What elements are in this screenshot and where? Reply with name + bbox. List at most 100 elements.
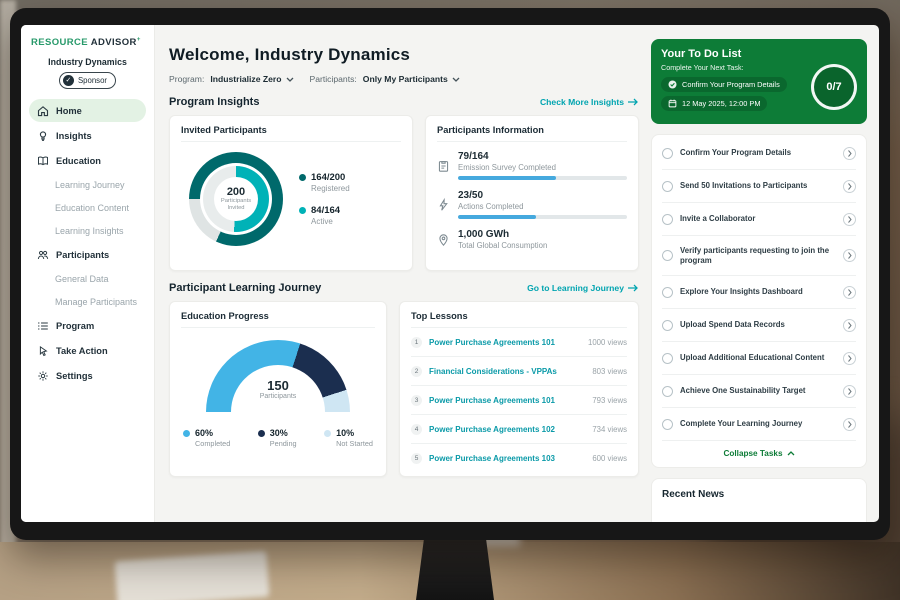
- task-checkbox[interactable]: [662, 213, 673, 225]
- legend-item: 30% Pending: [257, 428, 297, 448]
- task-chevron-icon[interactable]: [843, 417, 856, 431]
- card-title: Top Lessons: [411, 311, 627, 328]
- progress-bar: [458, 176, 627, 180]
- sidebar-item-settings[interactable]: Settings: [29, 364, 146, 387]
- lesson-row[interactable]: 2 Financial Considerations - VPPAs 803 v…: [411, 357, 627, 386]
- invited-participants-donut: 200 Participants Invited: [189, 152, 283, 246]
- sidebar-item-participants[interactable]: Participants: [29, 243, 146, 266]
- program-select[interactable]: Industrialize Zero: [210, 74, 293, 84]
- program-icon: [38, 321, 48, 330]
- lesson-rank: 5: [411, 452, 422, 464]
- task-checkbox[interactable]: [662, 385, 673, 397]
- lesson-row[interactable]: 4 Power Purchase Agreements 102 734 view…: [411, 415, 627, 444]
- sidebar-item-program[interactable]: Program: [29, 314, 146, 337]
- lesson-rank: 4: [411, 423, 422, 435]
- card-title: Education Progress: [181, 311, 375, 328]
- task-row[interactable]: Confirm Your Program Details: [662, 137, 856, 170]
- task-row[interactable]: Achieve One Sustainability Target: [662, 375, 856, 409]
- task-row[interactable]: Complete Your Learning Journey: [662, 408, 856, 442]
- task-row[interactable]: Send 50 Invitations to Participants: [662, 170, 856, 203]
- task-checkbox[interactable]: [662, 352, 673, 364]
- lesson-link[interactable]: Power Purchase Agreements 102: [429, 424, 555, 434]
- task-row[interactable]: Invite a Collaborator: [662, 203, 856, 236]
- card-title: Invited Participants: [181, 125, 401, 142]
- sidebar-item-learning-journey[interactable]: Learning Journey: [55, 179, 125, 190]
- participants-select[interactable]: Only My Participants: [363, 74, 460, 84]
- task-chevron-icon[interactable]: [843, 212, 856, 226]
- lesson-link[interactable]: Power Purchase Agreements 103: [429, 453, 555, 463]
- next-task-chip[interactable]: Confirm Your Program Details: [661, 77, 787, 92]
- sidebar-item-education-content[interactable]: Education Content: [55, 202, 130, 213]
- sidebar-item-manage-participants[interactable]: Manage Participants: [55, 296, 138, 307]
- home-icon: [37, 105, 49, 116]
- collapse-tasks-link[interactable]: Collapse Tasks: [662, 441, 856, 465]
- donut-legend: 164/200 Registered 84/164 Active: [299, 172, 350, 226]
- logo-plus: +: [136, 37, 141, 43]
- sidebar-item-home[interactable]: Home: [29, 99, 146, 123]
- logo-resource: RESOURCE: [31, 37, 89, 49]
- task-chevron-icon[interactable]: [843, 179, 856, 193]
- task-checkbox[interactable]: [662, 286, 673, 298]
- education-progress-gauge: 150 Participants: [206, 340, 350, 416]
- lesson-row[interactable]: 3 Power Purchase Agreements 101 793 view…: [411, 386, 627, 415]
- task-row[interactable]: Upload Spend Data Records: [662, 309, 856, 343]
- task-checkbox[interactable]: [662, 147, 673, 159]
- task-chevron-icon[interactable]: [843, 146, 856, 160]
- education-icon: [38, 156, 48, 165]
- check-more-insights-link[interactable]: Check More Insights: [540, 97, 639, 107]
- task-checkbox[interactable]: [662, 418, 673, 430]
- task-row[interactable]: Upload Additional Educational Content: [662, 342, 856, 376]
- lesson-row[interactable]: 1 Power Purchase Agreements 101 1000 vie…: [411, 328, 627, 357]
- card-title: Participants Information: [437, 125, 627, 142]
- app-logo: RESOURCE ADVISOR+: [29, 35, 146, 54]
- logo-advisor: ADVISOR: [90, 37, 137, 49]
- lesson-link[interactable]: Power Purchase Agreements 101: [429, 337, 555, 347]
- task-checkbox[interactable]: [662, 319, 673, 331]
- next-task-time-chip: 12 May 2025, 12:00 PM: [661, 96, 768, 111]
- lesson-row[interactable]: 5 Power Purchase Agreements 103 600 view…: [411, 444, 627, 472]
- dashboard-screen: RESOURCE ADVISOR+ Industry Dynamics ✓ Sp…: [21, 25, 879, 522]
- gauge-center-label: Participants: [259, 393, 297, 400]
- progress-bar: [458, 215, 627, 219]
- calendar-icon: [668, 99, 677, 108]
- insights-icon: [39, 131, 47, 141]
- stat-row: 23/50 Actions Completed: [437, 190, 627, 219]
- participants-filter-label: Participants:: [309, 74, 357, 84]
- settings-icon: [38, 371, 48, 381]
- sidebar-item-take-action[interactable]: Take Action: [29, 339, 146, 362]
- sponsor-badge: ✓ Sponsor: [58, 72, 117, 90]
- task-chevron-icon[interactable]: [843, 285, 856, 299]
- task-chevron-icon[interactable]: [843, 384, 856, 398]
- donut-center-value: 200: [226, 186, 246, 199]
- gauge-center-value: 150: [267, 378, 289, 393]
- task-checkbox[interactable]: [662, 250, 673, 262]
- legend-item: 60% Completed: [183, 428, 230, 448]
- task-checkbox[interactable]: [662, 180, 673, 192]
- recent-news-title: Recent News: [662, 489, 725, 501]
- lesson-link[interactable]: Financial Considerations - VPPAs: [429, 366, 557, 376]
- sidebar-item-insights[interactable]: Insights: [29, 124, 146, 147]
- sidebar-item-education[interactable]: Education: [29, 149, 146, 172]
- task-chevron-icon[interactable]: [843, 249, 856, 263]
- task-chevron-icon[interactable]: [843, 318, 856, 332]
- donut-center-label: Participants Invited: [220, 198, 252, 211]
- actions-icon: [439, 197, 448, 211]
- check-icon: [668, 80, 677, 89]
- legend-item: 10% Not Started: [324, 428, 373, 448]
- legend-dot: [299, 174, 306, 181]
- lesson-rank: 2: [411, 365, 422, 377]
- main-content: Welcome, Industry Dynamics Program: Indu…: [155, 25, 651, 522]
- legend-dot: [324, 429, 332, 437]
- sidebar-item-learning-insights[interactable]: Learning Insights: [55, 225, 124, 236]
- task-chevron-icon[interactable]: [843, 351, 856, 365]
- todo-subtitle: Complete Your Next Task:: [661, 63, 744, 72]
- task-row[interactable]: Verify participants requesting to join t…: [662, 236, 856, 277]
- sidebar-item-general-data[interactable]: General Data: [55, 273, 109, 284]
- monitor-bezel: RESOURCE ADVISOR+ Industry Dynamics ✓ Sp…: [10, 8, 890, 540]
- legend-dot: [299, 207, 306, 214]
- lesson-link[interactable]: Power Purchase Agreements 101: [429, 395, 555, 405]
- task-row[interactable]: Explore Your Insights Dashboard: [662, 276, 856, 310]
- go-to-learning-journey-link[interactable]: Go to Learning Journey: [527, 283, 639, 293]
- todo-progress-ring: 0/7: [811, 64, 857, 110]
